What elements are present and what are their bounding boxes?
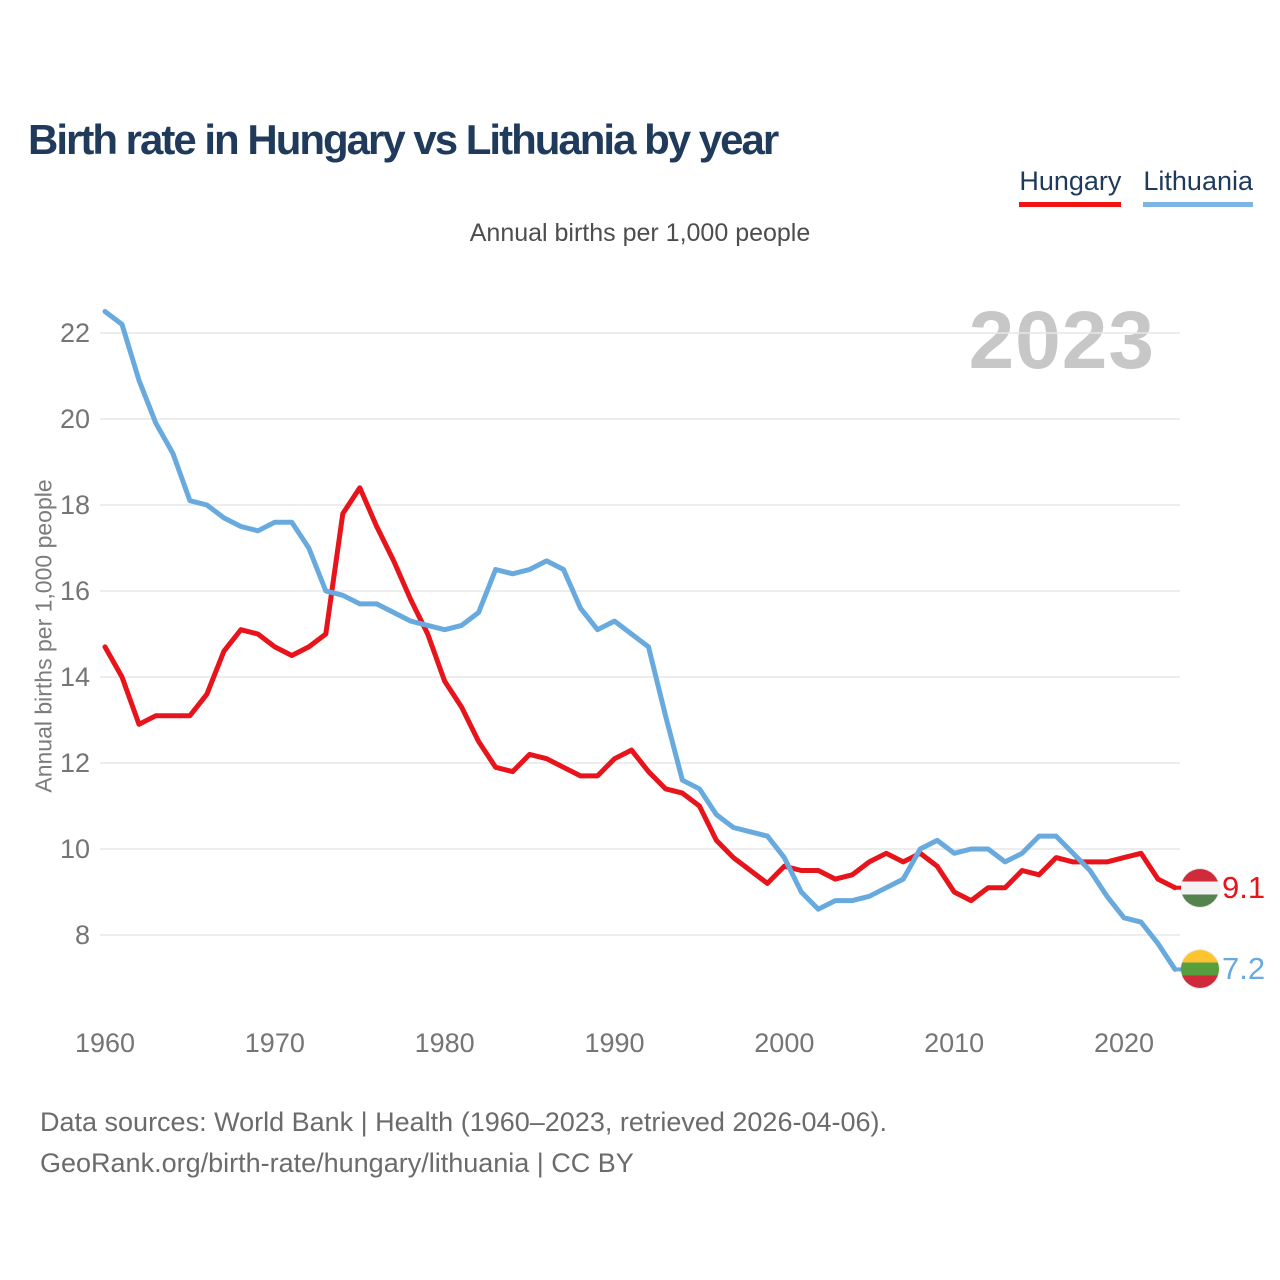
x-tick-label: 2010 [924, 1028, 985, 1058]
y-axis-title: Annual births per 1,000 people [30, 479, 57, 793]
legend-item-hungary[interactable]: Hungary [1019, 166, 1122, 207]
x-tick-label: 2000 [754, 1028, 815, 1058]
chart-footer: Data sources: World Bank | Health (1960–… [40, 1102, 887, 1184]
y-tick-label: 16 [59, 576, 90, 606]
lithuania-end-value-label: 7.2 [1222, 951, 1266, 987]
series-line-hungary [102, 485, 1178, 904]
series-line-lithuania [102, 309, 1178, 972]
x-tick-label: 2020 [1093, 1028, 1155, 1058]
x-tick-label: 1980 [414, 1028, 475, 1058]
hungary-end-value-label: 9.1 [1222, 869, 1266, 905]
legend-item-lithuania[interactable]: Lithuania [1143, 166, 1253, 207]
y-tick-label: 18 [59, 490, 90, 520]
y-tick-label: 14 [59, 662, 90, 692]
chart-subtitle: Annual births per 1,000 people [469, 219, 811, 247]
x-tick-label: 1970 [244, 1028, 305, 1058]
legend: Hungary Lithuania [1019, 166, 1253, 207]
y-tick-label: 22 [59, 318, 90, 348]
footer-attribution: GeoRank.org/birth-rate/hungary/lithuania… [40, 1148, 634, 1178]
y-tick-label: 12 [59, 748, 90, 778]
lithuania-flag-icon [1181, 950, 1219, 989]
y-tick-label: 8 [74, 920, 90, 950]
watermark-year: 2023 [968, 295, 1155, 386]
footer-data-sources: Data sources: World Bank | Health (1960–… [40, 1107, 887, 1137]
y-tick-label: 10 [59, 834, 90, 864]
page-title: Birth rate in Hungary vs Lithuania by ye… [28, 116, 779, 164]
x-tick-label: 1990 [584, 1028, 645, 1058]
hungary-flag-icon [1181, 868, 1219, 907]
x-tick-label: 1960 [74, 1028, 136, 1058]
y-tick-label: 20 [59, 404, 90, 434]
